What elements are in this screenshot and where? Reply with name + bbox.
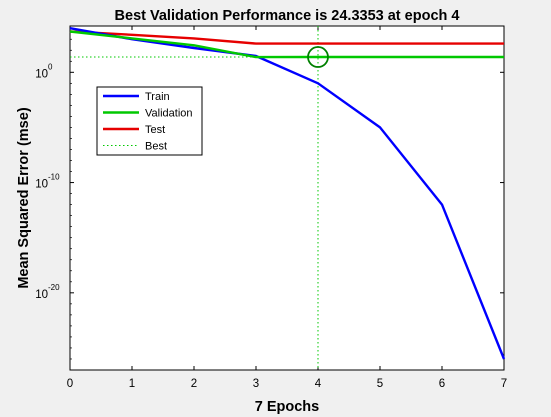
x-tick-label: 7 (501, 378, 507, 390)
y-tick-exponent: -20 (48, 283, 60, 292)
y-tick-exponent: -10 (48, 173, 60, 182)
legend: Train Validation Test Best (96, 86, 203, 156)
chart-title: Best Validation Performance is 24.3353 a… (115, 8, 460, 24)
plot-area (69, 25, 505, 371)
series-line-validation (69, 30, 504, 59)
x-tick-label: 3 (253, 378, 259, 390)
x-tick-label: 4 (315, 378, 322, 390)
y-tick-label: 10 (35, 68, 48, 80)
x-tick-label: 1 (129, 378, 135, 390)
best-point-marker (307, 46, 329, 68)
series-layer (69, 26, 506, 370)
y-tick-exponent: 0 (48, 62, 53, 71)
y-tick-label: 10 (35, 179, 48, 191)
y-axis-label: Mean Squared Error (mse) (16, 107, 32, 288)
x-tick-label: 2 (191, 378, 197, 390)
legend-box (96, 86, 203, 156)
x-tick-label: 5 (377, 378, 383, 390)
x-axis-label: 7 Epochs (255, 399, 319, 415)
series-line-test (69, 30, 504, 45)
x-tick-label: 6 (439, 378, 445, 390)
legend-label-test: Test (145, 124, 165, 136)
legend-label-best: Best (145, 141, 167, 153)
legend-label-train: Train (145, 91, 170, 103)
x-tick-label: 0 (67, 378, 73, 390)
legend-label-validation: Validation (145, 108, 193, 120)
y-tick-label: 10 (35, 289, 48, 301)
